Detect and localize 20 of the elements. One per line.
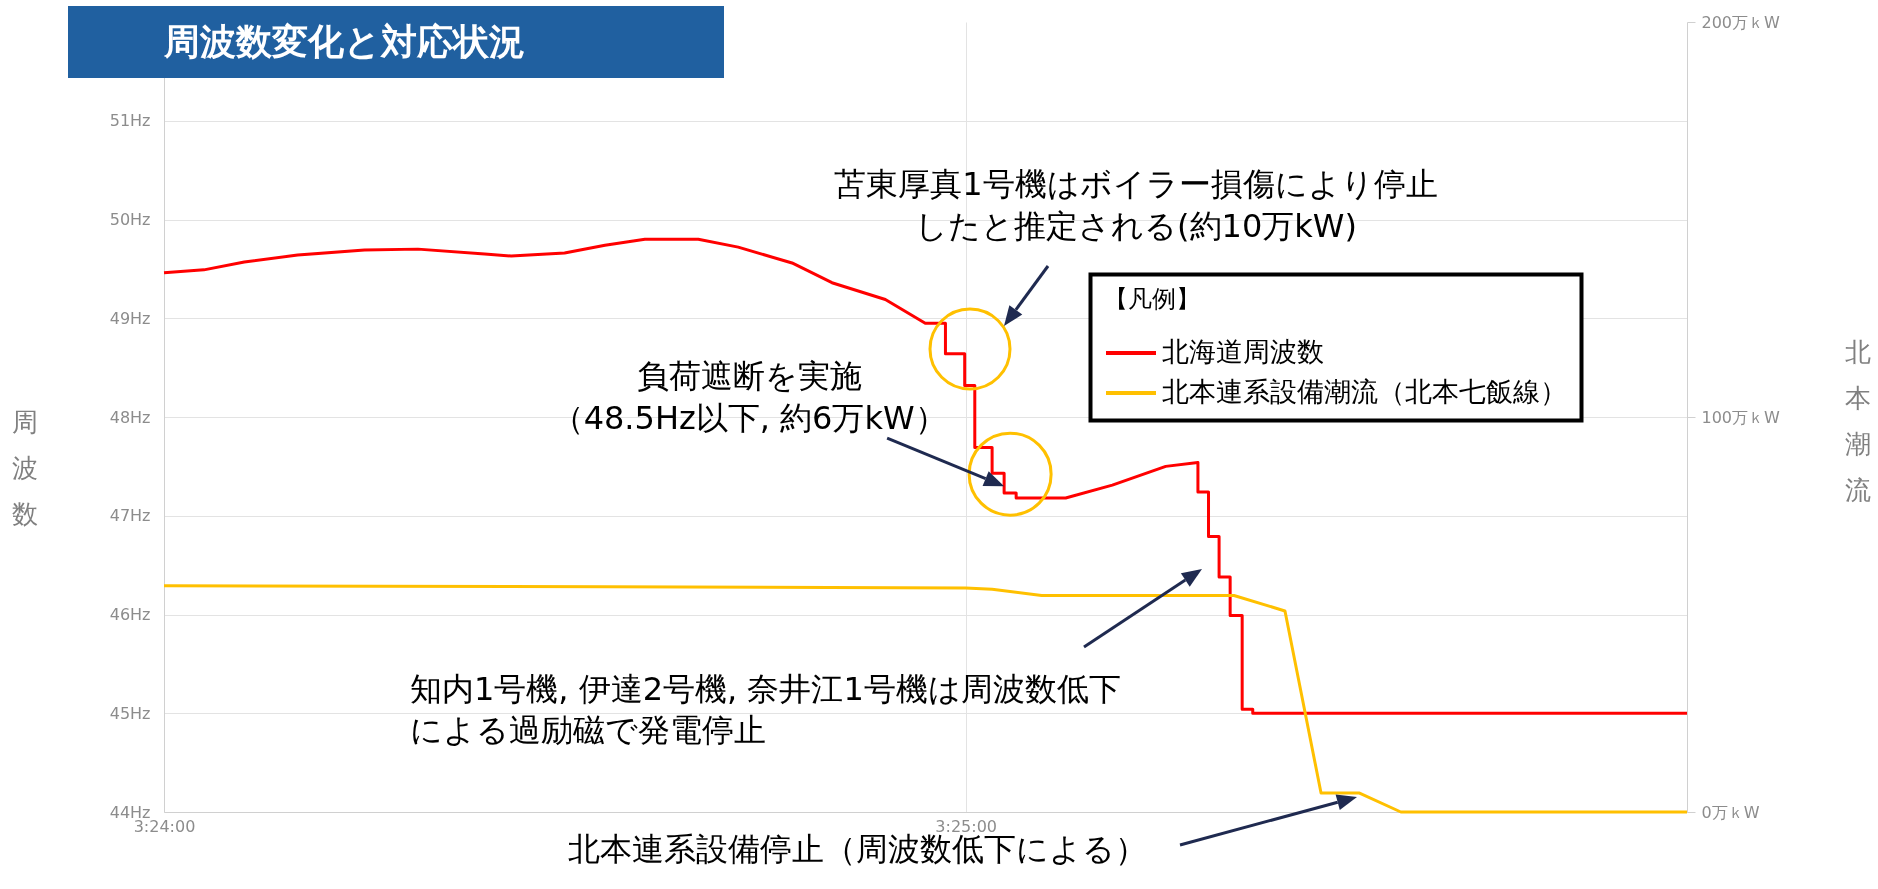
y-tick-label: 48Hz <box>109 407 151 427</box>
legend-label: 北本連系設備潮流（北本七飯線） <box>1162 376 1567 407</box>
legend-title: 【凡例】 <box>1104 285 1200 313</box>
annotation: 負荷遮断を実施（48.5Hz以下, 約6万kW） <box>551 357 947 438</box>
y-tick-label: 50Hz <box>109 210 151 229</box>
annotation: 苫東厚真1号機はボイラー損傷により停止したと推定される(約10万kW) <box>834 165 1438 245</box>
y-tick-label: 45Hz <box>109 703 151 723</box>
y-tick-label: 49Hz <box>109 308 151 328</box>
y2-tick-label: 200万ｋW <box>1701 12 1781 32</box>
x-tick-label: 3:25:00 <box>935 816 997 836</box>
y-tick-label: 46Hz <box>109 605 151 624</box>
legend-label: 北海道周波数 <box>1162 336 1324 367</box>
annotation: 知内1号機, 伊達2号機, 奈井江1号機は周波数低下による過励磁で発電停止 <box>410 670 1121 749</box>
y-axis-title: 周波数 <box>11 406 38 529</box>
y-tick-label: 51Hz <box>109 111 151 131</box>
y-tick-label: 47Hz <box>109 506 151 526</box>
y2-axis-title: 北本潮流 <box>1844 336 1871 505</box>
y2-tick-label: 100万ｋW <box>1701 407 1781 427</box>
y2-tick-label: 0万ｋW <box>1701 802 1760 822</box>
chart-title: 周波数変化と対応状況 <box>164 20 525 64</box>
